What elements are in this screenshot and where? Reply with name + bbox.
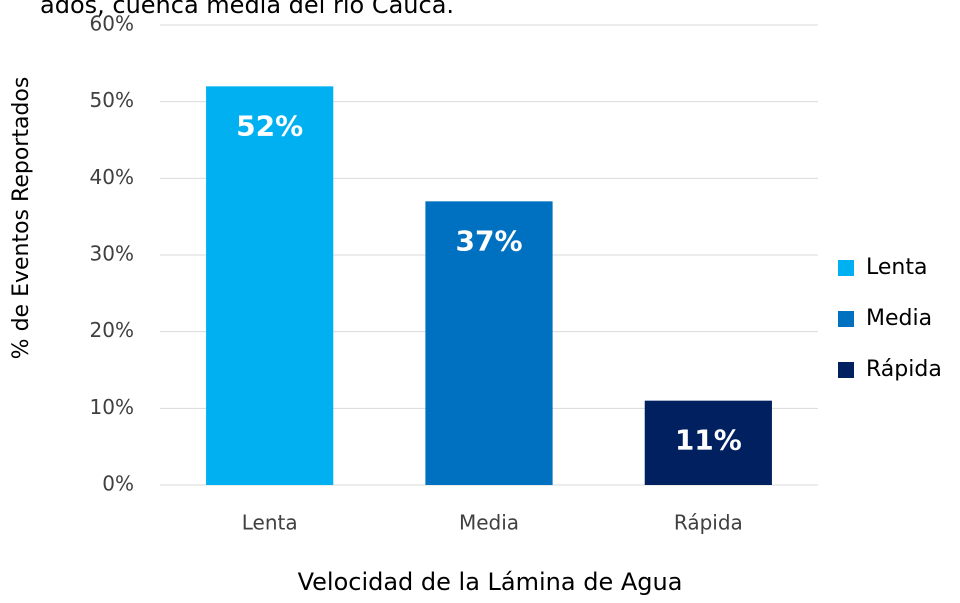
y-tick-label: 50% [90, 88, 134, 112]
legend-label: Rápida [866, 357, 942, 382]
y-tick-label: 0% [102, 472, 134, 496]
y-tick-label: 40% [90, 165, 134, 189]
y-tick-label: 30% [90, 242, 134, 266]
legend-swatch [838, 260, 854, 276]
x-tick-label: Lenta [242, 511, 298, 535]
bar [206, 86, 334, 485]
y-tick-label: 60% [90, 12, 134, 36]
legend-swatch [838, 362, 854, 378]
bar [644, 400, 772, 485]
data-label: 52% [236, 109, 303, 142]
chart-title: ados, cuenca media del río Cauca. [40, 0, 454, 19]
x-tick-label: Rápida [674, 511, 743, 535]
data-label: 11% [675, 424, 742, 457]
legend-label: Media [866, 306, 932, 331]
x-tick-label: Media [459, 511, 519, 535]
legend-swatch [838, 311, 854, 327]
y-tick-label: 20% [90, 318, 134, 342]
data-label: 37% [455, 224, 522, 257]
x-axis-label: Velocidad de la Lámina de Agua [298, 568, 683, 596]
y-tick-label: 10% [90, 395, 134, 419]
bar [425, 201, 553, 486]
y-axis-label: % de Eventos Reportados [9, 77, 34, 360]
legend-label: Lenta [866, 255, 927, 280]
